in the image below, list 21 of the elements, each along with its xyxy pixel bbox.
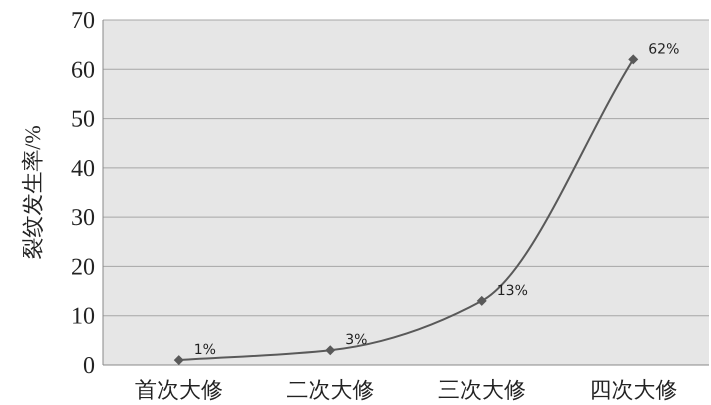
y-tick-label: 40 bbox=[71, 156, 95, 182]
y-tick-label: 50 bbox=[71, 106, 95, 133]
data-label: 3% bbox=[345, 332, 368, 348]
data-label: 62% bbox=[648, 41, 680, 58]
y-tick-label: 0 bbox=[83, 353, 95, 379]
y-tick-label: 10 bbox=[71, 304, 95, 330]
point bbox=[325, 345, 336, 356]
y-axis-title: 裂纹发生率/% bbox=[20, 125, 45, 260]
x-tick-label: 二次大修 bbox=[286, 377, 374, 402]
y-tick-label: 20 bbox=[71, 254, 95, 280]
data-label: 13% bbox=[496, 282, 528, 299]
point bbox=[476, 296, 487, 306]
x-tick-label: 首次大修 bbox=[134, 377, 223, 402]
y-tick-label: 70 bbox=[71, 8, 95, 34]
y-tick-label: 60 bbox=[71, 57, 95, 84]
y-tick-label: 30 bbox=[71, 205, 95, 232]
x-tick-label: 四次大修 bbox=[589, 377, 678, 402]
point bbox=[628, 54, 638, 64]
x-tick-label: 三次大修 bbox=[438, 377, 526, 402]
point bbox=[174, 355, 184, 366]
data-label: 1% bbox=[194, 342, 216, 358]
